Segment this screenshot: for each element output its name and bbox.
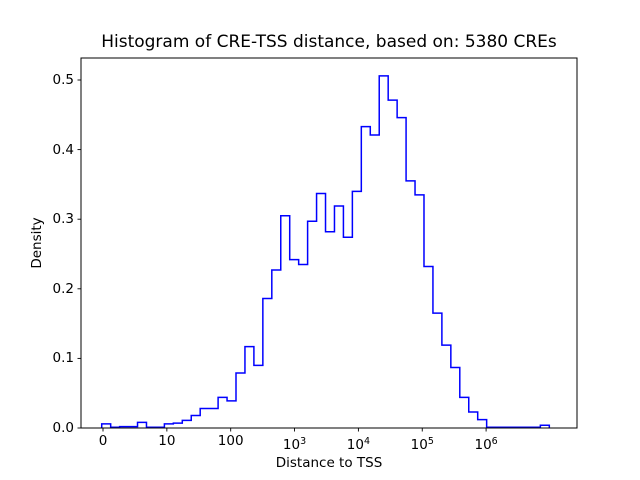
x-tick-label-base: 10 [282,437,301,453]
x-tick-label-exponent: 3 [300,436,307,447]
y-tick-label: 0.3 [52,211,74,228]
x-tick-label: 10 [158,433,176,449]
x-tick-label-base: 10 [346,437,364,453]
x-tick-label-exponent: 6 [491,436,498,447]
x-axis-label: Distance to TSS [275,455,383,471]
x-tick-label: 106 [474,434,497,453]
x-tick-label-base: 10 [410,437,428,453]
x-tick-label: 103 [283,434,306,453]
y-axis-label: Density [29,217,45,269]
x-tick-label: 105 [411,434,434,453]
x-tick-label-exponent: 5 [427,436,434,447]
y-tick-label: 0.5 [52,72,74,88]
x-tick-label: 0 [98,433,108,449]
axes-frame [80,57,578,429]
y-tick-label: 0.1 [52,350,74,367]
x-tick-label: 104 [347,434,370,453]
y-tick-label: 0.2 [52,280,74,297]
y-tick-label: 0.4 [52,141,74,158]
x-tick-label-exponent: 4 [363,436,371,447]
chart-title: Histogram of CRE-TSS distance, based on:… [101,32,557,52]
x-tick-label: 100 [217,433,244,449]
x-tick-label-base: 10 [474,437,492,453]
y-tick-label: 0.0 [52,420,74,436]
tick-marks [77,79,487,432]
histogram-step-path [100,75,551,429]
